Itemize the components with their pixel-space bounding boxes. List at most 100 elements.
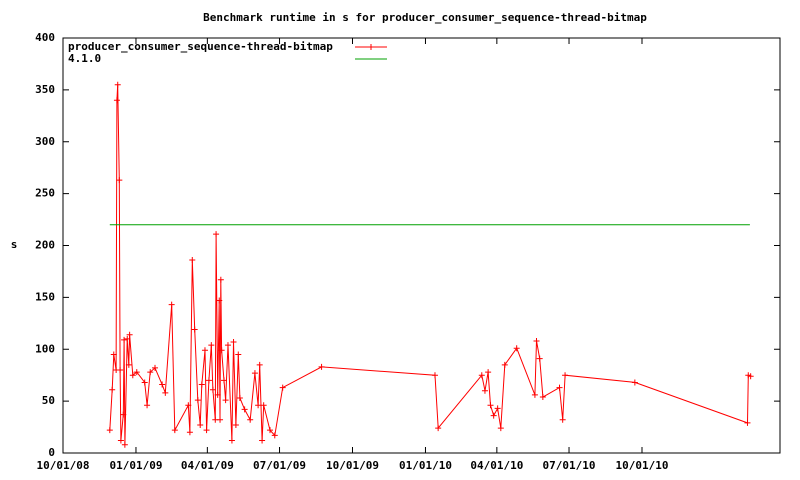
data-point bbox=[224, 342, 231, 349]
data-point bbox=[124, 335, 131, 342]
data-point bbox=[116, 177, 123, 184]
x-tick-label: 10/01/09 bbox=[326, 459, 379, 472]
data-point bbox=[106, 427, 113, 434]
data-point bbox=[185, 402, 192, 409]
data-point bbox=[481, 387, 488, 394]
data-point bbox=[218, 347, 225, 354]
y-tick-label: 250 bbox=[35, 187, 55, 200]
x-tick-label: 10/01/08 bbox=[37, 459, 90, 472]
chart-title: Benchmark runtime in s for producer_cons… bbox=[203, 11, 647, 24]
data-point bbox=[485, 369, 492, 376]
data-point bbox=[562, 372, 569, 379]
data-point bbox=[431, 372, 438, 379]
data-point bbox=[497, 425, 504, 432]
plot-frame bbox=[62, 37, 781, 454]
x-tick-label: 07/01/10 bbox=[543, 459, 596, 472]
data-point bbox=[144, 402, 151, 409]
data-point bbox=[259, 437, 266, 444]
y-tick-label: 0 bbox=[48, 446, 55, 459]
y-tick-label: 150 bbox=[35, 290, 55, 303]
data-point bbox=[121, 336, 128, 343]
y-tick-label: 100 bbox=[35, 342, 55, 355]
legend-marker bbox=[368, 44, 374, 50]
data-point bbox=[260, 402, 267, 409]
data-point bbox=[121, 441, 128, 448]
data-point bbox=[559, 416, 566, 423]
data-point bbox=[744, 419, 751, 426]
data-point bbox=[205, 377, 212, 384]
y-tick-label: 400 bbox=[35, 31, 55, 44]
data-point bbox=[191, 326, 198, 333]
data-point bbox=[162, 389, 169, 396]
x-tick-label: 01/01/10 bbox=[399, 459, 452, 472]
data-point bbox=[271, 432, 278, 439]
data-point bbox=[490, 412, 497, 419]
data-point bbox=[251, 370, 258, 377]
data-point bbox=[478, 372, 485, 379]
data-point bbox=[487, 402, 494, 409]
x-tick-label: 01/01/09 bbox=[109, 459, 162, 472]
data-point bbox=[279, 384, 286, 391]
data-point bbox=[533, 337, 540, 344]
data-point bbox=[318, 363, 325, 370]
data-point bbox=[114, 81, 121, 88]
data-point bbox=[209, 386, 216, 393]
data-point bbox=[556, 384, 563, 391]
data-point bbox=[221, 377, 228, 384]
data-point bbox=[217, 276, 224, 283]
data-point bbox=[208, 342, 215, 349]
data-point bbox=[147, 369, 154, 376]
data-point bbox=[189, 257, 196, 264]
data-point bbox=[201, 347, 208, 354]
data-point bbox=[539, 393, 546, 400]
data-point bbox=[171, 427, 178, 434]
data-point bbox=[125, 361, 132, 368]
data-point bbox=[133, 369, 140, 376]
y-tick-label: 50 bbox=[42, 394, 55, 407]
data-point bbox=[113, 97, 120, 104]
data-point bbox=[222, 397, 229, 404]
data-point bbox=[141, 379, 148, 386]
data-point bbox=[197, 421, 204, 428]
data-point bbox=[747, 373, 754, 380]
data-point bbox=[198, 381, 205, 388]
data-point bbox=[241, 406, 248, 413]
x-tick-label: 10/01/10 bbox=[616, 459, 669, 472]
y-tick-label: 200 bbox=[35, 239, 55, 252]
data-point bbox=[230, 338, 237, 345]
data-point bbox=[117, 437, 124, 444]
data-point bbox=[159, 381, 166, 388]
y-tick-label: 300 bbox=[35, 135, 55, 148]
legend-label: 4.1.0 bbox=[68, 52, 101, 65]
data-point bbox=[152, 364, 159, 371]
data-point bbox=[217, 416, 224, 423]
y-tick-label: 350 bbox=[35, 83, 55, 96]
y-axis-label: s bbox=[11, 238, 18, 251]
data-point bbox=[232, 421, 239, 428]
data-point bbox=[216, 297, 223, 304]
data-point bbox=[256, 361, 263, 368]
data-point bbox=[255, 402, 262, 409]
data-point bbox=[126, 331, 133, 338]
data-point bbox=[235, 351, 242, 358]
data-point bbox=[120, 411, 127, 418]
data-point bbox=[194, 397, 201, 404]
data-point bbox=[267, 427, 274, 434]
data-point bbox=[435, 425, 442, 432]
data-point bbox=[168, 301, 175, 308]
data-point bbox=[110, 351, 117, 358]
data-point bbox=[129, 372, 136, 379]
data-point bbox=[203, 427, 210, 434]
data-point bbox=[236, 395, 243, 402]
data-point bbox=[536, 355, 543, 362]
data-point bbox=[214, 391, 221, 398]
data-point bbox=[228, 437, 235, 444]
data-point bbox=[186, 429, 193, 436]
x-tick-label: 04/01/09 bbox=[181, 459, 234, 472]
x-tick-label: 04/01/10 bbox=[470, 459, 523, 472]
data-point bbox=[213, 231, 220, 238]
data-point bbox=[631, 379, 638, 386]
data-point bbox=[501, 361, 508, 368]
data-point bbox=[494, 405, 501, 412]
